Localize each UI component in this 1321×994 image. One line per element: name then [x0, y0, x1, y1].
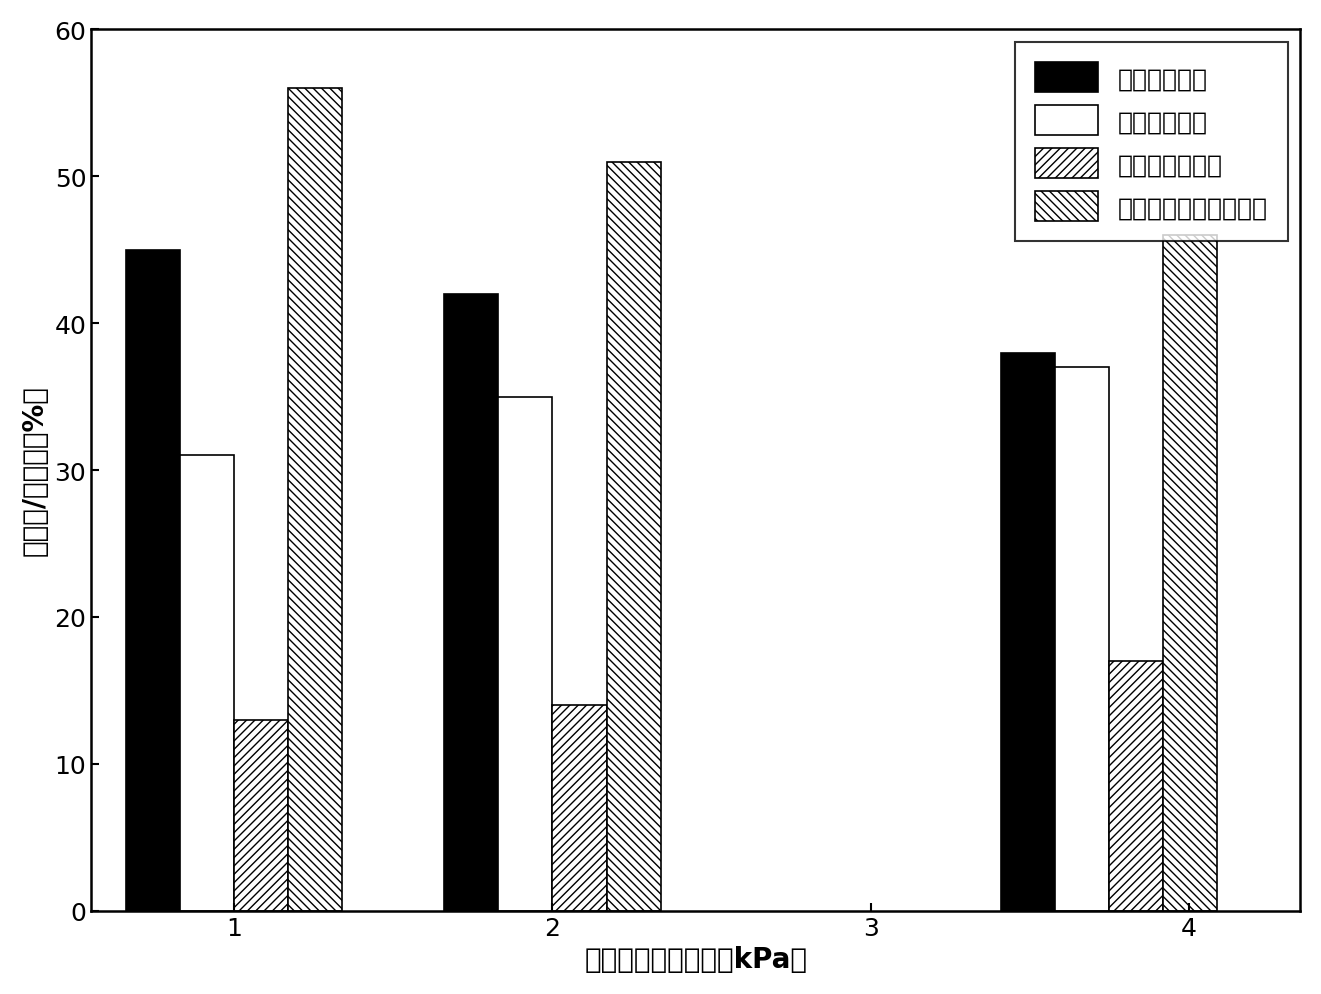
Bar [498, 398, 552, 911]
Bar [288, 89, 342, 911]
Bar [234, 720, 288, 911]
Bar [1055, 368, 1110, 911]
Bar [1164, 236, 1218, 911]
Bar [1001, 353, 1055, 911]
Legend: 甲缩醉转化率, 二甲醉选择性, 甲酸甲酯选择性, 甲氧基乙酸甲酯选择性: 甲缩醉转化率, 二甲醉选择性, 甲酸甲酯选择性, 甲氧基乙酸甲酯选择性 [1015, 43, 1288, 243]
Bar [606, 162, 660, 911]
Bar [552, 706, 606, 911]
Y-axis label: 转化率/选择性（%）: 转化率/选择性（%） [21, 386, 49, 556]
Bar [180, 456, 234, 911]
Bar [1110, 661, 1164, 911]
X-axis label: 二甲氧基甲烷分压（kPa）: 二甲氧基甲烷分压（kPa） [584, 945, 807, 973]
Bar [444, 294, 498, 911]
Bar [125, 250, 180, 911]
